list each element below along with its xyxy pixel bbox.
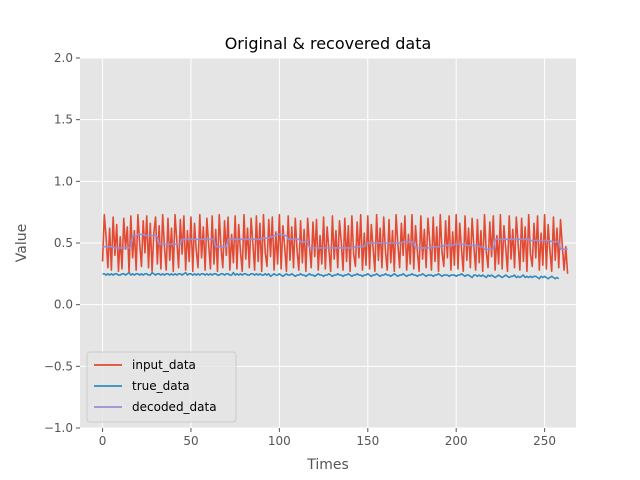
series-line-input-data <box>101 213 569 274</box>
series-group <box>101 213 569 280</box>
y-tick-label: 1.0 <box>54 174 73 188</box>
x-tick-label: 200 <box>445 434 468 448</box>
x-tick-label: 50 <box>183 434 198 448</box>
y-tick-label: 0.0 <box>54 298 73 312</box>
legend-label-input-data: input_data <box>132 358 196 372</box>
x-axis: 0 50 100 150 200 250 <box>99 428 556 448</box>
y-tick-label: 1.5 <box>54 113 73 127</box>
y-axis-label: Value <box>14 224 30 262</box>
legend-label-decoded-data: decoded_data <box>132 400 217 414</box>
legend-box <box>86 351 237 423</box>
legend-label-true-data: true_data <box>132 379 190 393</box>
x-tick-label: 150 <box>356 434 379 448</box>
legend: input_data true_data decoded_data <box>86 351 237 423</box>
series-line-decoded-data <box>102 233 568 250</box>
x-tick-label: 250 <box>533 434 556 448</box>
y-tick-label: 0.5 <box>54 236 73 250</box>
chart-title: Original & recovered data <box>225 34 432 53</box>
y-tick-label: 2.0 <box>54 51 73 65</box>
y-tick-label: −0.5 <box>44 359 73 373</box>
x-axis-label: Times <box>306 457 349 473</box>
x-tick-label: 100 <box>268 434 291 448</box>
x-tick-label: 0 <box>99 434 107 448</box>
y-axis: −1.0 −0.5 0.0 0.5 1.0 1.5 2.0 <box>44 51 80 435</box>
series-line-true-data <box>102 271 560 280</box>
y-tick-label: −1.0 <box>44 421 73 435</box>
